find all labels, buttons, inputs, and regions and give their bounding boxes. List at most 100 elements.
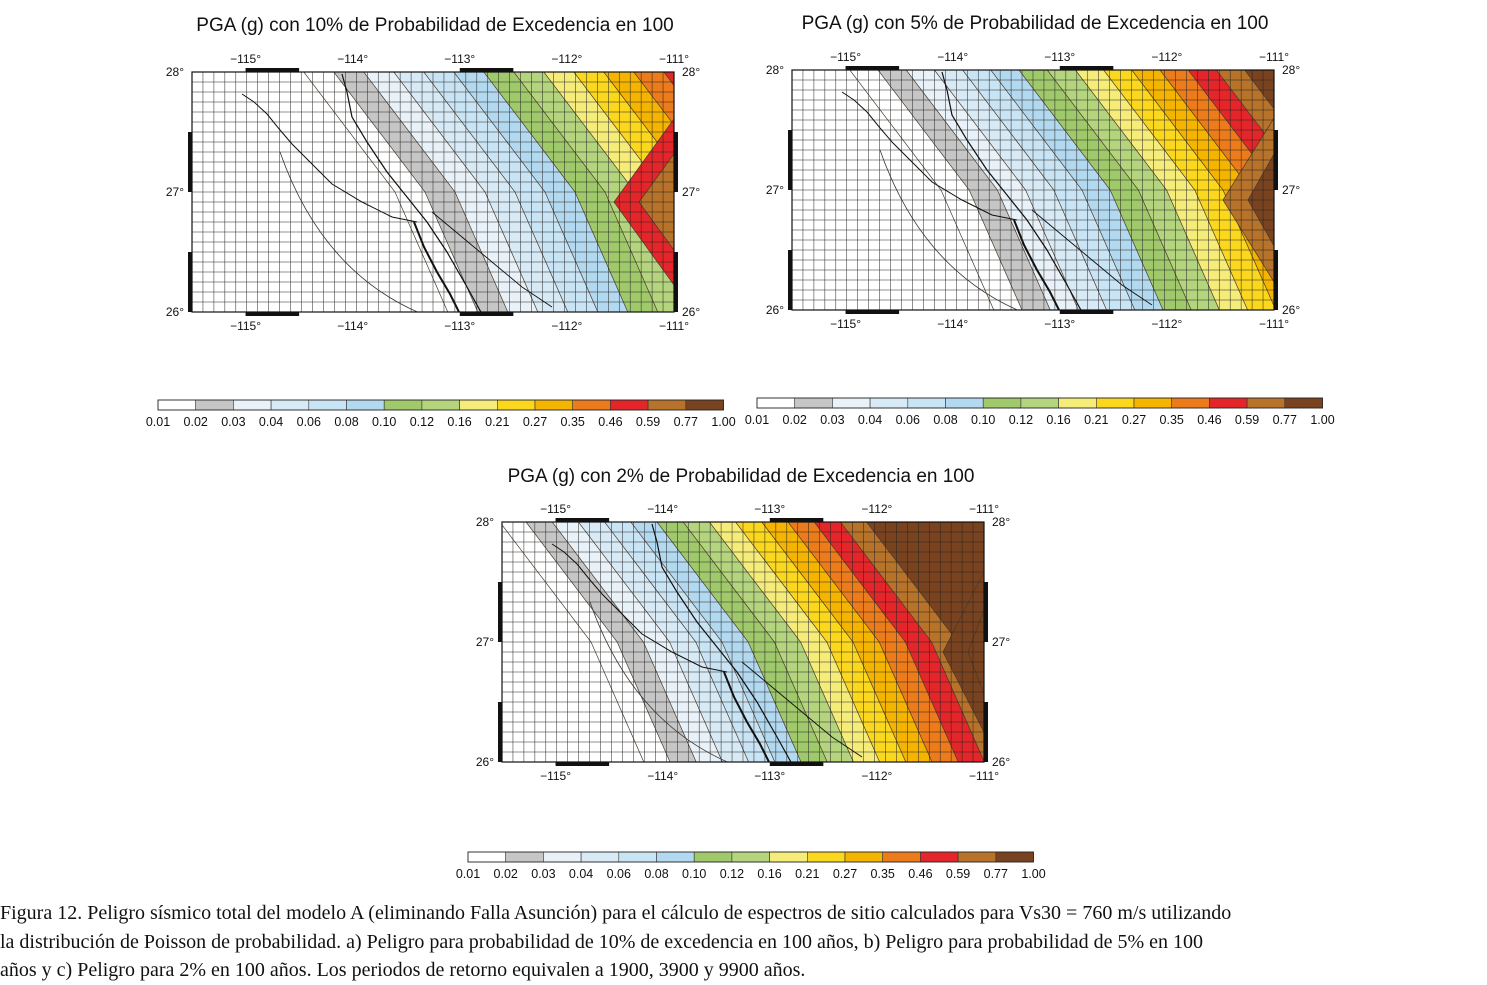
scale-label: 0.46 [598, 415, 622, 429]
scale-label: 0.59 [946, 867, 970, 881]
lat-label-left: 28° [476, 515, 494, 529]
lon-label-bottom: −113° [1044, 317, 1075, 331]
color-swatch [618, 851, 657, 863]
color-swatch [844, 851, 884, 863]
caption-line-1: Figura 12. Peligro sísmico total del mod… [0, 902, 1232, 924]
lon-label-top: −115° [540, 502, 571, 516]
scale-label: 0.16 [757, 867, 781, 881]
color-scale-a: 0.01 0.02 0.03 0.04 0.06 0.08 0.10 0.12 0.16 0.21… [146, 399, 736, 429]
color-swatch [806, 851, 846, 863]
scale-label: 0.46 [1197, 413, 1221, 427]
scale-label: 0.59 [636, 415, 660, 429]
scale-label: 0.06 [896, 413, 920, 427]
scale-label: 0.35 [871, 867, 895, 881]
map-frame [188, 68, 678, 316]
color-swatch [957, 851, 997, 863]
map-frame [498, 518, 988, 766]
lon-label-bottom: −112° [861, 769, 892, 783]
lon-label-top: −112° [551, 52, 582, 66]
lon-label-top: −111° [1259, 50, 1289, 64]
lon-label-top: −111° [659, 52, 689, 66]
coastline [551, 523, 863, 762]
scale-label: 1.00 [1021, 867, 1045, 881]
color-swatch [1284, 397, 1323, 409]
color-swatch [459, 399, 498, 411]
color-swatch [731, 851, 770, 863]
map-frame [788, 66, 1278, 314]
lon-label-bottom: −111° [659, 319, 689, 333]
color-swatch [995, 851, 1034, 863]
scale-label: 0.01 [745, 413, 769, 427]
scale-label: 0.16 [1046, 413, 1070, 427]
lat-label-right: 28° [992, 515, 1010, 529]
lon-label-top: −115° [830, 50, 861, 64]
color-swatch [496, 399, 536, 411]
lon-label-top: −111° [969, 502, 999, 516]
lat-label-right: 26° [682, 305, 700, 319]
color-swatch [157, 399, 197, 411]
lon-label-bottom: −112° [551, 319, 582, 333]
lat-label-left: 27° [766, 183, 784, 197]
scale-label: 0.04 [858, 413, 882, 427]
lon-label-top: −112° [861, 502, 892, 516]
color-swatch [882, 851, 921, 863]
hazard-contours [792, 70, 1274, 310]
color-swatch [1171, 397, 1210, 409]
scale-label: 0.08 [334, 415, 358, 429]
color-scale-b: 0.01 0.02 0.03 0.04 0.06 0.08 0.10 0.12 0.16 0.21… [745, 397, 1335, 427]
scale-label: 0.21 [1084, 413, 1108, 427]
lon-label-top: −112° [1151, 50, 1182, 64]
scale-label: 0.12 [1009, 413, 1033, 427]
scale-label: 0.01 [456, 867, 480, 881]
lat-label-right: 27° [682, 185, 700, 199]
scale-label: 0.46 [908, 867, 932, 881]
coastline [841, 71, 1153, 310]
scale-label: 0.10 [372, 415, 396, 429]
scale-label: 0.06 [607, 867, 631, 881]
color-swatch [195, 399, 234, 411]
scale-label: 0.12 [720, 867, 744, 881]
panel-b-title: PGA (g) con 5% de Probabilidad de Excede… [801, 13, 1269, 34]
scale-label: 0.02 [184, 415, 208, 429]
color-swatch [543, 851, 582, 863]
scale-label: 0.03 [531, 867, 555, 881]
scale-label: 0.01 [146, 415, 170, 429]
color-swatch [832, 397, 871, 409]
scale-label: 0.77 [674, 415, 698, 429]
lat-label-right: 27° [1282, 183, 1300, 197]
scale-label: 0.21 [795, 867, 819, 881]
color-swatch [907, 397, 946, 409]
hazard-map-c: −115° −115° −114° −114° −113° −113° −112° −112°… [476, 502, 1011, 783]
lon-label-bottom: −111° [1259, 317, 1289, 331]
color-swatch [270, 399, 310, 411]
color-scale-c: 0.01 0.02 0.03 0.04 0.06 0.08 0.10 0.12 0.16 0.21… [456, 851, 1046, 881]
hazard-contours [192, 72, 674, 312]
color-swatch [421, 399, 460, 411]
color-swatch [945, 397, 984, 409]
lon-label-bottom: −115° [830, 317, 861, 331]
color-swatch [693, 851, 733, 863]
scale-label: 0.59 [1235, 413, 1259, 427]
hazard-map-b: −115° −115° −114° −114° −113° −113° −112° −112°… [766, 50, 1301, 331]
caption-line-2: la distribución de Poisson de probabilid… [0, 930, 1203, 953]
color-swatch [920, 851, 959, 863]
color-swatch [383, 399, 423, 411]
color-swatch [1209, 397, 1248, 409]
color-swatch [346, 399, 385, 411]
color-swatch [308, 399, 347, 411]
scale-label: 0.77 [984, 867, 1008, 881]
scale-label: 0.08 [933, 413, 957, 427]
caption-line-3: años y c) Peligro para 2% en 100 años. L… [0, 959, 806, 981]
scale-label: 0.35 [1160, 413, 1184, 427]
lon-label-top: −114° [937, 50, 968, 64]
figure-caption: Figura 12. Peligro sísmico total del mod… [0, 899, 1487, 985]
lat-label-right: 28° [682, 65, 700, 79]
lat-label-right: 26° [992, 755, 1010, 769]
color-swatch [233, 399, 272, 411]
scale-label: 0.35 [561, 415, 585, 429]
lat-label-left: 28° [166, 65, 184, 79]
lon-label-bottom: −115° [230, 319, 261, 333]
hazard-map-a: −115° −115° −114° −114° −113° −113° −112° −112°… [166, 52, 701, 333]
scale-label: 0.03 [221, 415, 245, 429]
scale-label: 0.02 [783, 413, 807, 427]
